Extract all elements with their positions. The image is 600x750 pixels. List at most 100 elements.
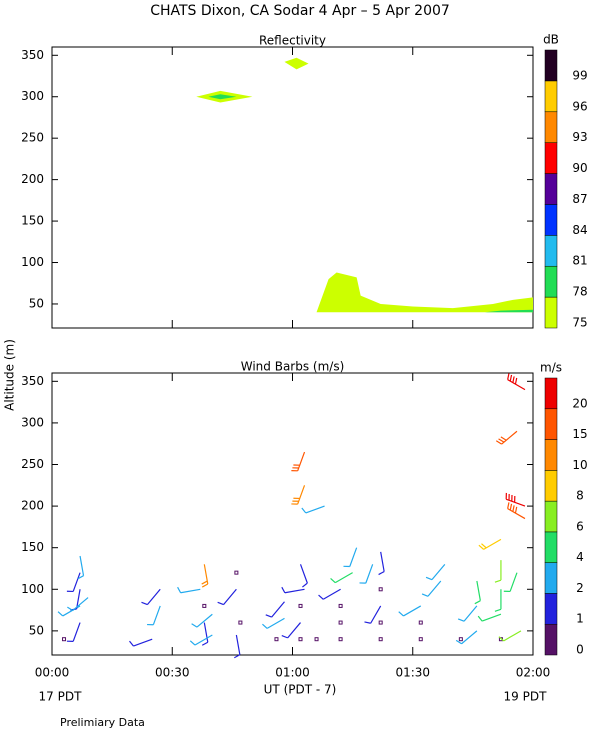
colorbar-label: 4 (576, 550, 584, 564)
plot-frame (51, 46, 534, 329)
wind-barb (398, 605, 422, 617)
y-tick-label: 200 (21, 172, 44, 186)
colorbar-segment (544, 204, 558, 236)
wind-barb (478, 538, 502, 550)
wind-barb (474, 580, 481, 605)
y-tick-label: 300 (21, 89, 44, 103)
date-right: 19 PDT (504, 690, 548, 704)
colorbar-label: 6 (576, 519, 584, 533)
calm-marker (202, 603, 207, 608)
colorbar-label: 8 (576, 489, 584, 503)
panel-title: Reflectivity (259, 34, 326, 48)
reflectivity-region (284, 57, 309, 70)
footnote: Prelimiary Data (60, 716, 145, 729)
colorbar-segment (544, 111, 558, 143)
wind-barb (455, 630, 478, 645)
wind-barb (281, 622, 301, 639)
y-tick-label: 100 (21, 255, 44, 269)
calm-marker (338, 637, 343, 642)
calm-marker (378, 637, 383, 642)
wind-barb (147, 605, 161, 626)
wind-barb (301, 505, 325, 514)
wind-barb (494, 589, 502, 612)
colorbar-segment (544, 623, 558, 656)
colorbar-segment (544, 562, 558, 594)
wind-barb (318, 588, 341, 600)
wind-barb (177, 586, 201, 594)
colorbar-segment (544, 142, 558, 174)
wind-barb (425, 563, 446, 581)
x-tick-label: 01:30 (395, 666, 430, 680)
wind-barb (378, 551, 385, 576)
colorbar-label: 78 (572, 285, 587, 299)
colorbar-label: 20 (572, 396, 587, 410)
colorbar-label: 99 (572, 68, 587, 82)
colorbar-segment (544, 173, 558, 205)
wind-barb (265, 601, 285, 618)
x-axis-label: UT (PDT - 7) (264, 683, 337, 697)
calm-marker (274, 637, 279, 642)
wind-barb (66, 622, 81, 642)
wind-barb (359, 564, 374, 584)
wind-barb (494, 560, 502, 583)
calm-marker (338, 620, 343, 625)
x-tick-label: 02:00 (516, 666, 551, 680)
y-tick-label: 150 (21, 214, 44, 228)
wind-barb (457, 605, 478, 622)
wind-barb (77, 555, 85, 580)
calm-marker (234, 570, 239, 575)
panel-title: Wind Barbs (m/s) (241, 360, 345, 374)
wind-barb (495, 430, 518, 445)
calm-marker (298, 637, 303, 642)
y-tick-label: 250 (21, 457, 44, 471)
wind-barb (201, 622, 209, 646)
wind-barb (299, 564, 308, 588)
wind-barb (217, 588, 237, 606)
wind-barb (281, 586, 305, 594)
y-tick-label: 50 (29, 623, 44, 637)
calm-marker (418, 637, 423, 642)
y-tick-label: 50 (29, 296, 44, 310)
colorbar-label: 90 (572, 161, 587, 175)
colorbar-segment (544, 49, 558, 82)
colorbar-segment (544, 377, 558, 410)
colorbar-label: 96 (572, 99, 587, 113)
wind-barb (189, 634, 213, 646)
colorbar-label: 2 (576, 581, 584, 595)
reflectivity-region (316, 272, 533, 313)
colorbar-segment (544, 500, 558, 533)
calm-marker (378, 620, 383, 625)
wind-barb (129, 638, 153, 647)
wind-barb (141, 588, 161, 606)
calm-marker (298, 603, 303, 608)
calm-marker (458, 637, 463, 642)
wind-barb (201, 564, 209, 588)
colorbar-segment (544, 80, 558, 113)
wind-barb (364, 605, 382, 624)
colorbar-label: 75 (572, 316, 587, 330)
y-tick-label: 350 (21, 374, 44, 388)
reflectivity-region (484, 309, 533, 313)
wind-barb (191, 613, 213, 628)
colorbar-title: m/s (540, 361, 562, 375)
colorbar-label: 93 (572, 130, 587, 144)
reflectivity-region (208, 94, 237, 100)
colorbar-label: 15 (572, 427, 587, 441)
wind-barb (343, 547, 358, 568)
colorbar-title: dB (543, 33, 559, 47)
y-tick-label: 300 (21, 415, 44, 429)
wind-barb (234, 634, 241, 659)
calm-marker (62, 637, 67, 642)
wind-barb (507, 373, 526, 391)
y-tick-label: 100 (21, 582, 44, 596)
colorbar-segment (544, 408, 558, 440)
colorbar-label: 0 (576, 643, 584, 657)
wind-barb (498, 630, 522, 642)
colorbar-segment (544, 470, 558, 502)
x-tick-label: 01:00 (275, 666, 310, 680)
colorbar-label: 10 (572, 458, 587, 472)
colorbar-label: 84 (572, 223, 587, 237)
wind-barb (503, 572, 518, 593)
wind-barb (66, 572, 81, 593)
